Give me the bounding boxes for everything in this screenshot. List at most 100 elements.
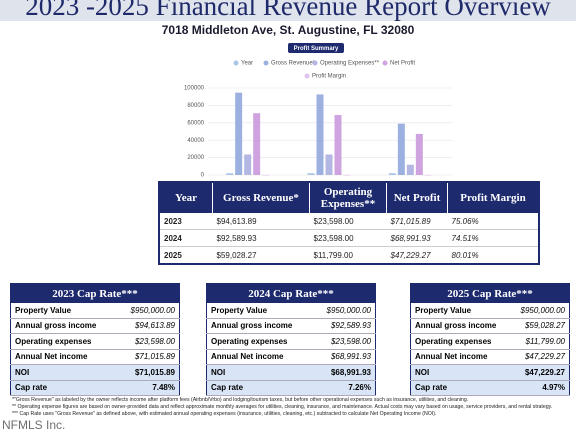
- card-value: $94,613.89: [116, 318, 180, 334]
- bar: [406, 164, 414, 175]
- bar: [253, 113, 261, 175]
- card-value: $68,991.93: [312, 349, 376, 365]
- table-cell: $94,613.89: [212, 213, 310, 230]
- legend-label: Net Profit: [390, 61, 415, 67]
- card-label: Property Value: [410, 303, 511, 319]
- card-row: Annual gross income $94,613.89: [10, 318, 180, 334]
- y-tick-label: 60000: [187, 120, 204, 126]
- table-cell: $71,015.89: [386, 213, 448, 230]
- card-row: Operating expenses $23,598.00: [10, 333, 180, 350]
- card-row: Operating expenses $11,799.00: [410, 333, 570, 350]
- card-value: $68,991.93: [312, 364, 376, 381]
- card-label: Annual gross income: [410, 318, 511, 334]
- card-value: $47,229.27: [510, 364, 570, 381]
- bar: [262, 174, 270, 176]
- report-title: 2023 -2025 Financial Revenue Report Over…: [0, 0, 576, 21]
- card-label: Annual Net income: [10, 349, 117, 365]
- card-row: Cap rate 7.48%: [10, 380, 180, 396]
- table-cell: 74.51%: [447, 229, 539, 247]
- card-title: 2025 Cap Rate***: [410, 283, 570, 303]
- card-row: Annual Net income $71,015.89: [10, 349, 180, 365]
- legend-swatch: [233, 60, 239, 66]
- footnote: ** Operating expense figures are based o…: [12, 404, 553, 410]
- bar: [415, 133, 423, 175]
- bar: [244, 154, 252, 175]
- y-tick-label: 40000: [187, 138, 204, 144]
- card-header-row: 2025 Cap Rate***: [410, 283, 570, 303]
- legend-swatch: [304, 73, 310, 79]
- card-row: Annual Net income $47,229.27: [410, 349, 570, 365]
- table-row: 2025 $59,028.27 $11,799.00 $47,229.27 80.01%: [159, 246, 539, 265]
- table-row: 2024 $92,589.93 $23,598.00 $68,991.93 74.51%: [159, 229, 539, 247]
- card-label: Cap rate: [206, 380, 313, 396]
- card-header-row: 2024 Cap Rate***: [206, 283, 376, 303]
- table-cell: 80.01%: [447, 246, 539, 265]
- bar: [343, 174, 351, 176]
- card-title: 2023 Cap Rate***: [10, 283, 180, 303]
- table-row: 2023 $94,613.89 $23,598.00 $71,015.89 75.06%: [159, 213, 539, 230]
- y-tick-label: 0: [201, 173, 205, 179]
- bar: [334, 114, 342, 175]
- card-row: Property Value $950,000.00: [206, 303, 376, 319]
- card-label: Annual Net income: [410, 349, 511, 365]
- table-cell: $59,028.27: [212, 246, 310, 265]
- card-row: Annual gross income $59,028.27: [410, 318, 570, 334]
- table-cell: 2023: [159, 213, 213, 230]
- card-value: $92,589.93: [312, 318, 376, 334]
- bar: [235, 92, 243, 175]
- table-cell: $47,229.27: [386, 246, 448, 265]
- table-cell: $92,589.93: [212, 229, 310, 247]
- legend-swatch: [263, 60, 269, 66]
- table-cell: $23,598.00: [309, 229, 387, 247]
- chart-title-pill: [288, 43, 344, 53]
- table-cell: $11,799.00: [309, 246, 387, 265]
- column-header: Profit Margin: [447, 182, 540, 213]
- column-header: Gross Revenue*: [212, 182, 310, 213]
- card-row: Annual Net income $68,991.93: [206, 349, 376, 365]
- card-row: Property Value $950,000.00: [10, 303, 180, 319]
- card-row: Property Value $950,000.00: [410, 303, 570, 319]
- column-header: Year: [159, 182, 213, 213]
- card-value: $47,229.27: [510, 349, 570, 365]
- table-cell: 2025: [159, 246, 213, 265]
- card-label: Property Value: [206, 303, 313, 319]
- card-label: Annual gross income: [10, 318, 117, 334]
- card-value: $950,000.00: [116, 303, 180, 319]
- card-label: Cap rate: [10, 380, 117, 396]
- cap-rate-card: 2023 Cap Rate*** Property Value $950,000.0…: [10, 283, 180, 396]
- card-row: Cap rate 7.26%: [206, 380, 376, 396]
- card-label: Operating expenses: [410, 333, 511, 350]
- card-label: Annual Net income: [206, 349, 313, 365]
- y-tick-label: 80000: [187, 103, 204, 109]
- card-row: NOI $71,015.89: [10, 364, 180, 381]
- card-label: Property Value: [10, 303, 117, 319]
- card-row: Operating expenses $23,598.00: [206, 333, 376, 350]
- address: 7018 Middleton Ave, St. Augustine, FL 32…: [161, 23, 415, 37]
- legend-label: Profit Margin: [312, 74, 346, 80]
- y-tick-label: 100000: [184, 86, 205, 92]
- card-value: 4.97%: [510, 380, 570, 396]
- chart: Profit Summary Year Gross Revenue* Operatin…: [184, 43, 452, 179]
- card-label: Cap rate: [410, 380, 511, 396]
- bar: [424, 174, 432, 176]
- card-label: Operating expenses: [10, 333, 117, 350]
- card-value: 7.48%: [116, 380, 180, 396]
- card-row: Annual gross income $92,589.93: [206, 318, 376, 334]
- legend-swatch: [312, 60, 318, 66]
- table-cell: 75.06%: [447, 213, 539, 230]
- column-header: Net Profit: [386, 182, 448, 213]
- header-row: Year Gross Revenue* Operating Expenses** Ne…: [159, 182, 540, 213]
- card-header-row: 2023 Cap Rate***: [10, 283, 180, 303]
- table-cell: $68,991.93: [386, 229, 448, 247]
- card-value: $59,028.27: [510, 318, 570, 334]
- footnote: *** Cap Rate uses "Gross Revenue" as def…: [12, 411, 437, 417]
- legend-label: Year: [241, 61, 253, 67]
- table-cell: 2024: [159, 229, 213, 247]
- card-label: NOI: [10, 364, 117, 381]
- table-cell: $23,598.00: [309, 213, 387, 230]
- card-row: Cap rate 4.97%: [410, 380, 570, 396]
- card-label: Operating expenses: [206, 333, 313, 350]
- y-tick-label: 20000: [187, 155, 204, 161]
- card-label: Annual gross income: [206, 318, 313, 334]
